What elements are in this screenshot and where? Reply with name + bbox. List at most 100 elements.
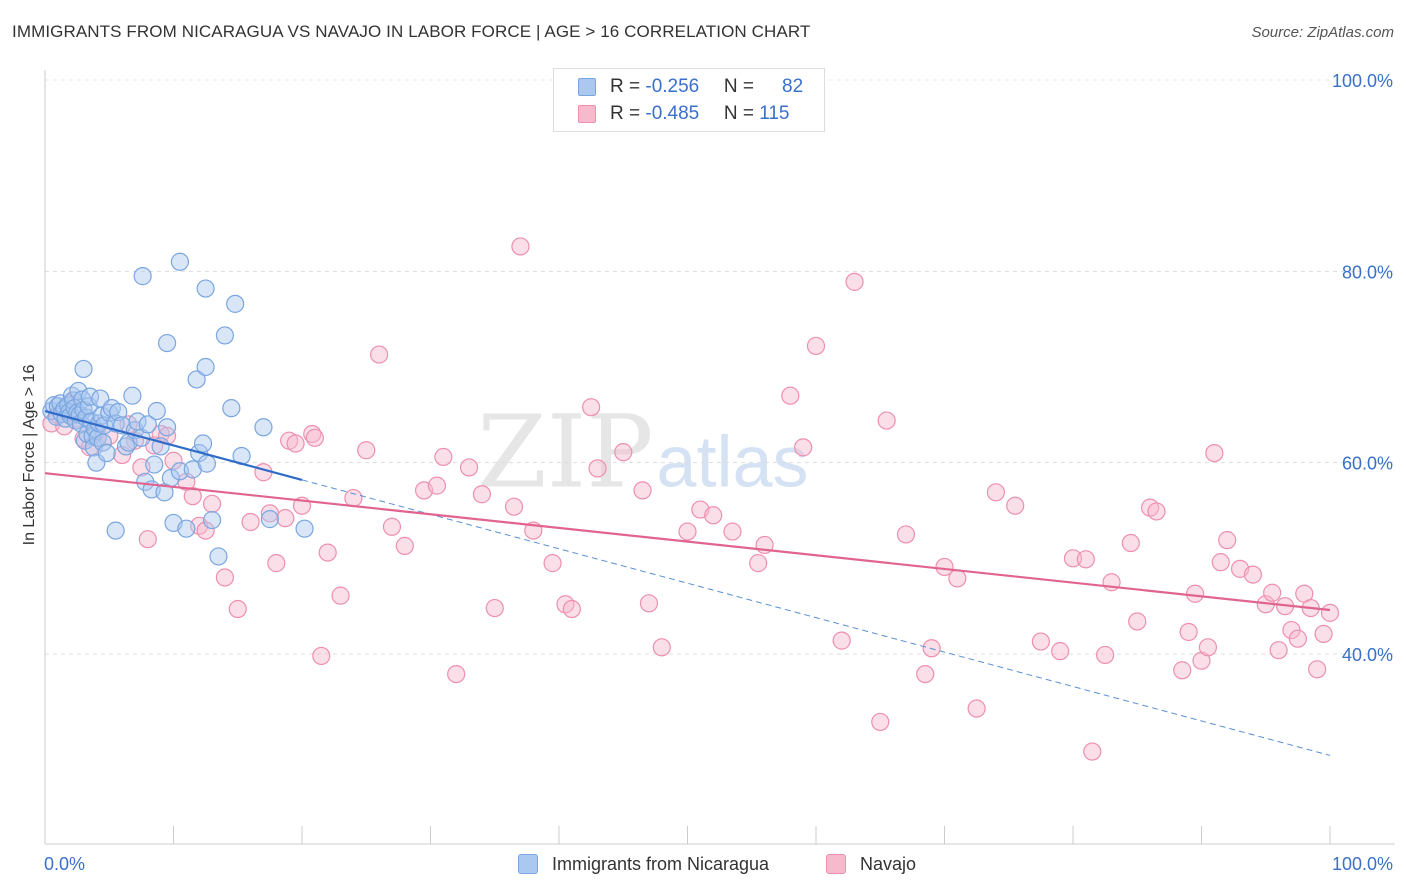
point-nicaragua	[133, 267, 152, 286]
point-navajo	[871, 712, 890, 732]
point-nicaragua	[157, 333, 177, 353]
point-nicaragua	[109, 402, 128, 422]
point-nicaragua	[222, 399, 241, 418]
point-navajo	[459, 458, 479, 477]
point-navajo	[434, 447, 453, 467]
point-navajo	[806, 336, 826, 356]
stats-n-value: 82	[782, 76, 804, 97]
point-navajo	[357, 441, 376, 460]
point-nicaragua	[215, 326, 234, 345]
y-tick-label: 60.0%	[1342, 454, 1393, 474]
x-tick-label: 100.0%	[1332, 854, 1393, 874]
point-navajo	[447, 664, 466, 684]
point-navajo	[749, 554, 768, 573]
point-navajo	[896, 525, 916, 544]
point-navajo	[228, 599, 247, 619]
point-nicaragua	[226, 294, 245, 313]
point-navajo	[241, 512, 260, 532]
stats-n-label: N =	[723, 103, 760, 124]
point-navajo	[331, 586, 350, 605]
point-navajo	[781, 386, 800, 405]
point-navajo	[948, 569, 967, 588]
point-navajo	[1096, 645, 1115, 665]
point-navajo	[1314, 624, 1333, 644]
legend-swatch-nicaragua	[518, 854, 538, 874]
point-nicaragua	[295, 519, 314, 538]
point-navajo	[1147, 502, 1166, 521]
point-nicaragua	[106, 521, 125, 540]
point-navajo	[276, 509, 295, 528]
point-nicaragua	[254, 418, 273, 437]
point-nicaragua	[196, 279, 215, 298]
point-navajo	[318, 543, 337, 562]
point-nicaragua	[187, 370, 206, 389]
stats-r-value: -0.256	[645, 76, 700, 97]
legend-label-nicaragua: Immigrants from Nicaragua	[552, 854, 770, 874]
legend-swatch-navajo	[826, 854, 846, 874]
source-credit: Source: ZipAtlas.com	[1251, 24, 1394, 41]
stats-n-value: 115	[759, 103, 790, 124]
trendline-navajo	[44, 472, 1331, 612]
trendline-nicaragua-extended	[301, 479, 1331, 756]
y-tick-label: 40.0%	[1342, 645, 1393, 665]
point-navajo	[183, 487, 202, 506]
point-nicaragua	[157, 418, 177, 437]
point-navajo	[1051, 642, 1070, 661]
point-navajo	[472, 485, 491, 504]
point-navajo	[652, 638, 671, 657]
point-navajo	[832, 631, 851, 650]
point-nicaragua	[197, 454, 217, 473]
point-navajo	[1076, 550, 1095, 569]
point-navajo	[504, 497, 524, 516]
point-navajo	[1179, 622, 1198, 642]
point-navajo	[267, 554, 286, 573]
stats-r-label: R =	[610, 76, 646, 97]
point-navajo	[196, 521, 215, 540]
point-nicaragua	[196, 357, 215, 377]
point-navajo	[704, 506, 723, 525]
point-navajo	[543, 554, 562, 573]
y-tick-label: 80.0%	[1342, 262, 1393, 282]
point-nicaragua	[260, 510, 279, 529]
point-nicaragua	[74, 359, 93, 379]
x-tick-label: 0.0%	[44, 854, 85, 874]
point-navajo	[215, 568, 234, 587]
point-navajo	[986, 483, 1006, 502]
point-nicaragua	[97, 444, 116, 463]
point-nicaragua	[209, 547, 228, 566]
point-navajo	[723, 522, 742, 541]
point-navajo	[370, 345, 389, 364]
point-navajo	[1288, 629, 1307, 648]
point-navajo	[1173, 661, 1192, 680]
point-navajo	[1211, 553, 1230, 572]
point-navajo	[845, 272, 864, 291]
point-navajo	[305, 428, 324, 447]
point-navajo	[286, 434, 305, 453]
stats-swatch-nicaragua	[578, 78, 596, 96]
point-navajo	[382, 517, 402, 536]
trendline-nicaragua	[44, 409, 303, 481]
watermark-zip: ZIP	[477, 394, 653, 511]
point-navajo	[967, 699, 986, 718]
point-nicaragua	[145, 455, 164, 474]
point-navajo	[1198, 638, 1218, 657]
chart-title: IMMIGRANTS FROM NICARAGUA VS NAVAJO IN L…	[12, 22, 811, 41]
point-nicaragua	[170, 252, 190, 271]
point-navajo	[395, 536, 414, 555]
point-nicaragua	[177, 519, 196, 538]
stats-r-label: R =	[610, 103, 646, 124]
y-tick-label: 100.0%	[1332, 71, 1393, 91]
point-nicaragua	[138, 415, 157, 434]
point-navajo	[633, 481, 652, 500]
point-navajo	[1243, 565, 1263, 584]
point-navajo	[1006, 496, 1025, 515]
point-navajo	[1205, 444, 1224, 463]
point-navajo	[1128, 612, 1147, 631]
point-navajo	[511, 237, 530, 256]
point-navajo	[916, 664, 935, 684]
point-navajo	[1031, 632, 1050, 651]
stats-n-label: N =	[723, 76, 760, 97]
point-nicaragua	[202, 510, 222, 530]
point-nicaragua	[193, 434, 213, 453]
